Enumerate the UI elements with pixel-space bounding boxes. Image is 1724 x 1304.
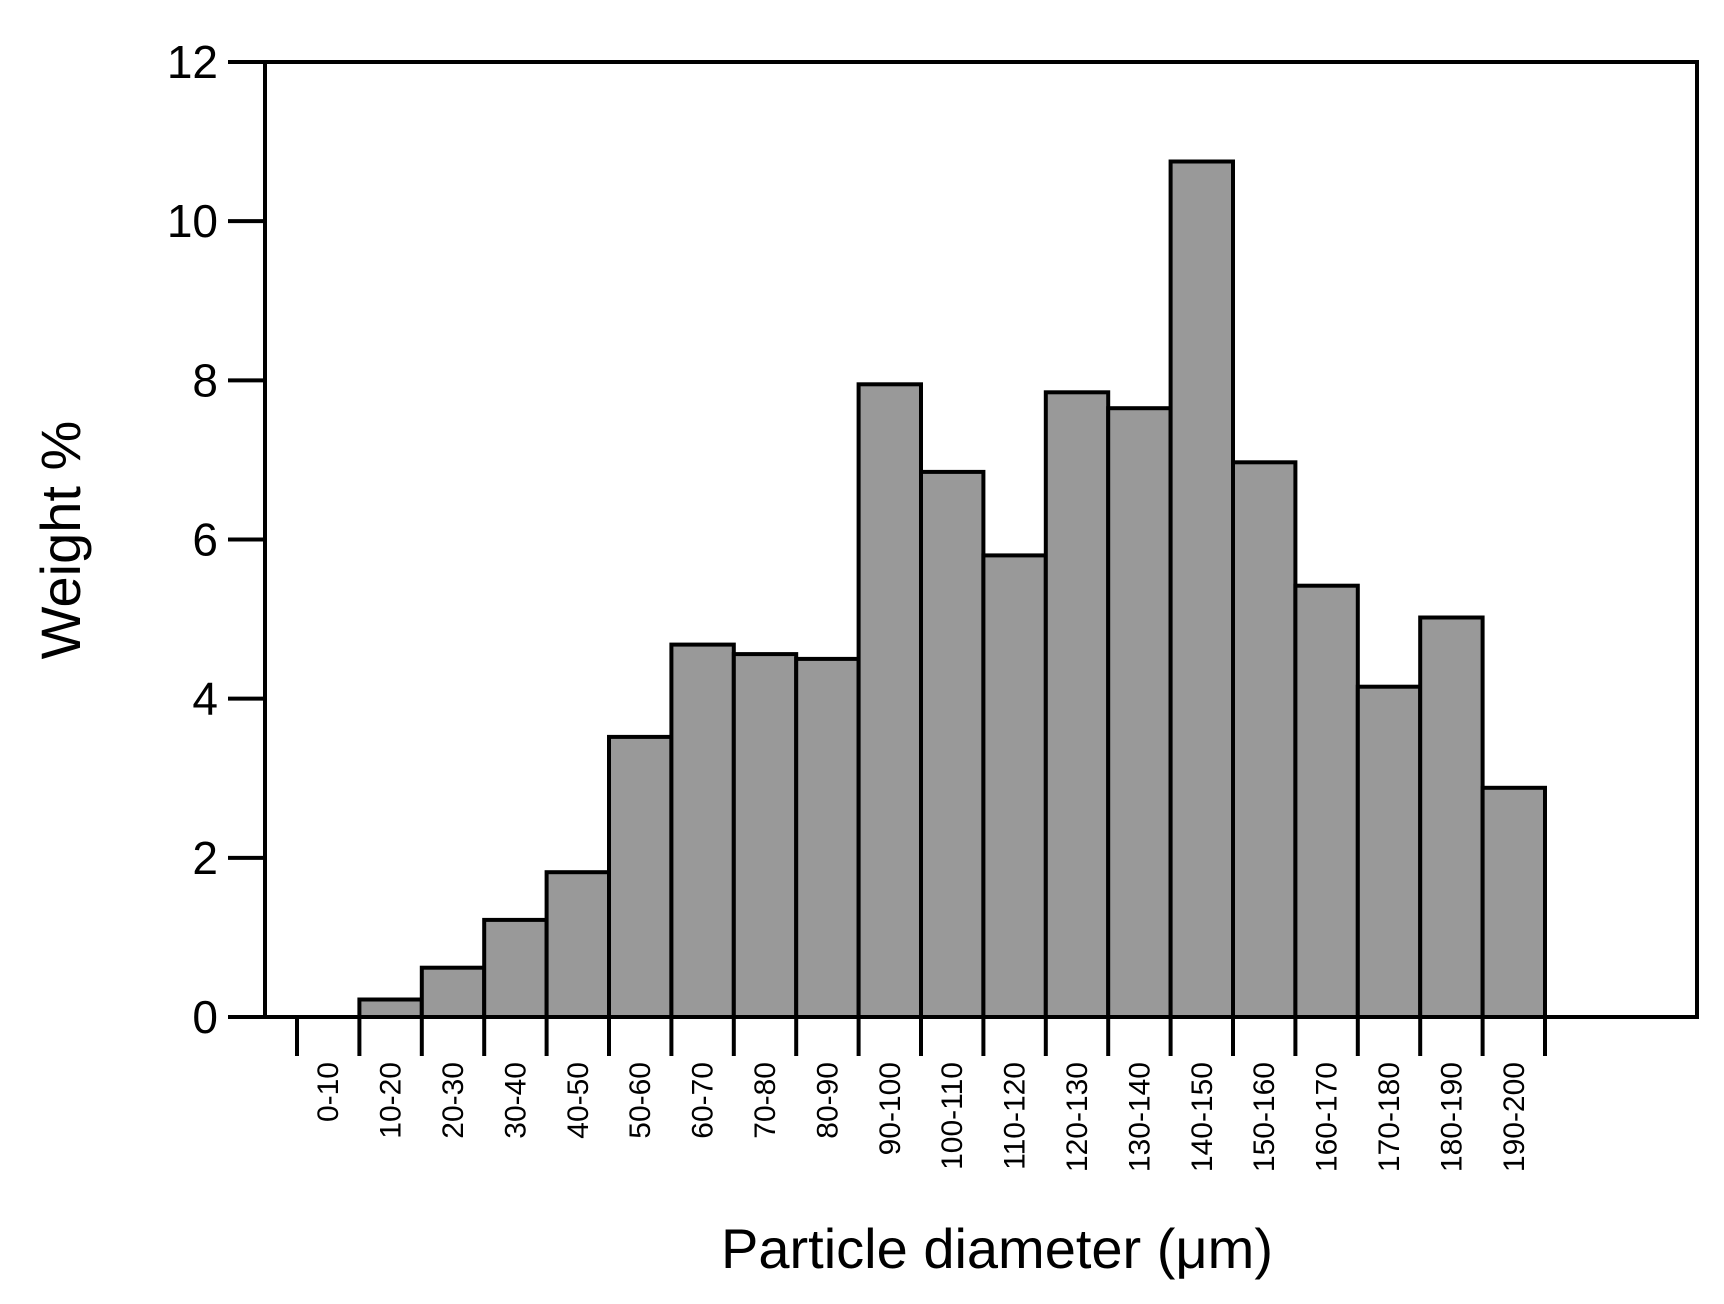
bar-120-130 [1043,390,1111,1019]
bar-90-100 [856,382,923,1019]
bar-190-200 [1480,785,1547,1019]
bar-70-80 [731,652,799,1019]
y-tick-label: 0 [192,991,218,1043]
bar-130-140 [1106,406,1173,1019]
x-tick-label: 60-70 [687,1062,720,1139]
x-tick-label: 50-60 [624,1062,657,1139]
y-axis: 0 2 4 6 8 10 12 [167,36,265,1043]
x-axis: 0-10 10-20 20-30 30-40 40-50 50-60 60-70 70-80 8… [295,1017,1547,1172]
x-tick-label: 120-130 [1061,1062,1094,1172]
x-tick-label: 90-100 [874,1062,907,1155]
y-tick-label: 10 [167,195,218,247]
x-tick-label: 20-30 [437,1062,470,1139]
x-tick-label: 100-110 [936,1062,969,1170]
y-axis-title: Weight % [29,421,92,660]
bar-160-170 [1293,583,1360,1019]
x-tick-label: 180-190 [1435,1062,1468,1172]
y-tick-label: 4 [192,673,218,725]
x-tick-label: 0-10 [312,1062,345,1122]
y-tick-label: 2 [192,832,218,884]
bar-150-160 [1231,460,1298,1019]
x-tick-label: 190-200 [1498,1062,1531,1172]
x-tick-label: 40-50 [562,1062,595,1139]
bar-180-190 [1418,615,1485,1019]
x-tick-label: 160-170 [1311,1062,1344,1172]
bar-50-60 [607,734,674,1020]
bar-80-90 [794,656,861,1020]
x-tick-label: 80-90 [811,1062,844,1139]
y-tick-label: 8 [192,354,218,406]
x-tick-label: 70-80 [749,1062,782,1139]
bar-30-40 [482,917,549,1020]
x-tick-label: 30-40 [499,1062,532,1139]
x-axis-title: Particle diameter (μm) [721,1217,1273,1280]
bar-170-180 [1355,684,1423,1019]
x-tick-label: 140-150 [1186,1062,1219,1172]
x-tick-label: 110-120 [999,1062,1032,1170]
x-tick-label: 10-20 [375,1062,408,1139]
bar-20-30 [419,965,487,1020]
bar-10-20 [357,997,424,1019]
bar-40-50 [544,870,611,1020]
x-tick-label: 150-160 [1248,1062,1281,1172]
bar-100-110 [919,469,986,1019]
bar-60-70 [669,642,736,1019]
y-tick-label: 6 [192,514,218,566]
x-tick-label: 170-180 [1373,1062,1406,1172]
bar-140-150 [1168,159,1235,1019]
x-tick-label: 130-140 [1123,1062,1156,1172]
bar-110-120 [981,553,1048,1020]
bars-group [357,159,1547,1020]
y-tick-label: 12 [167,36,218,88]
